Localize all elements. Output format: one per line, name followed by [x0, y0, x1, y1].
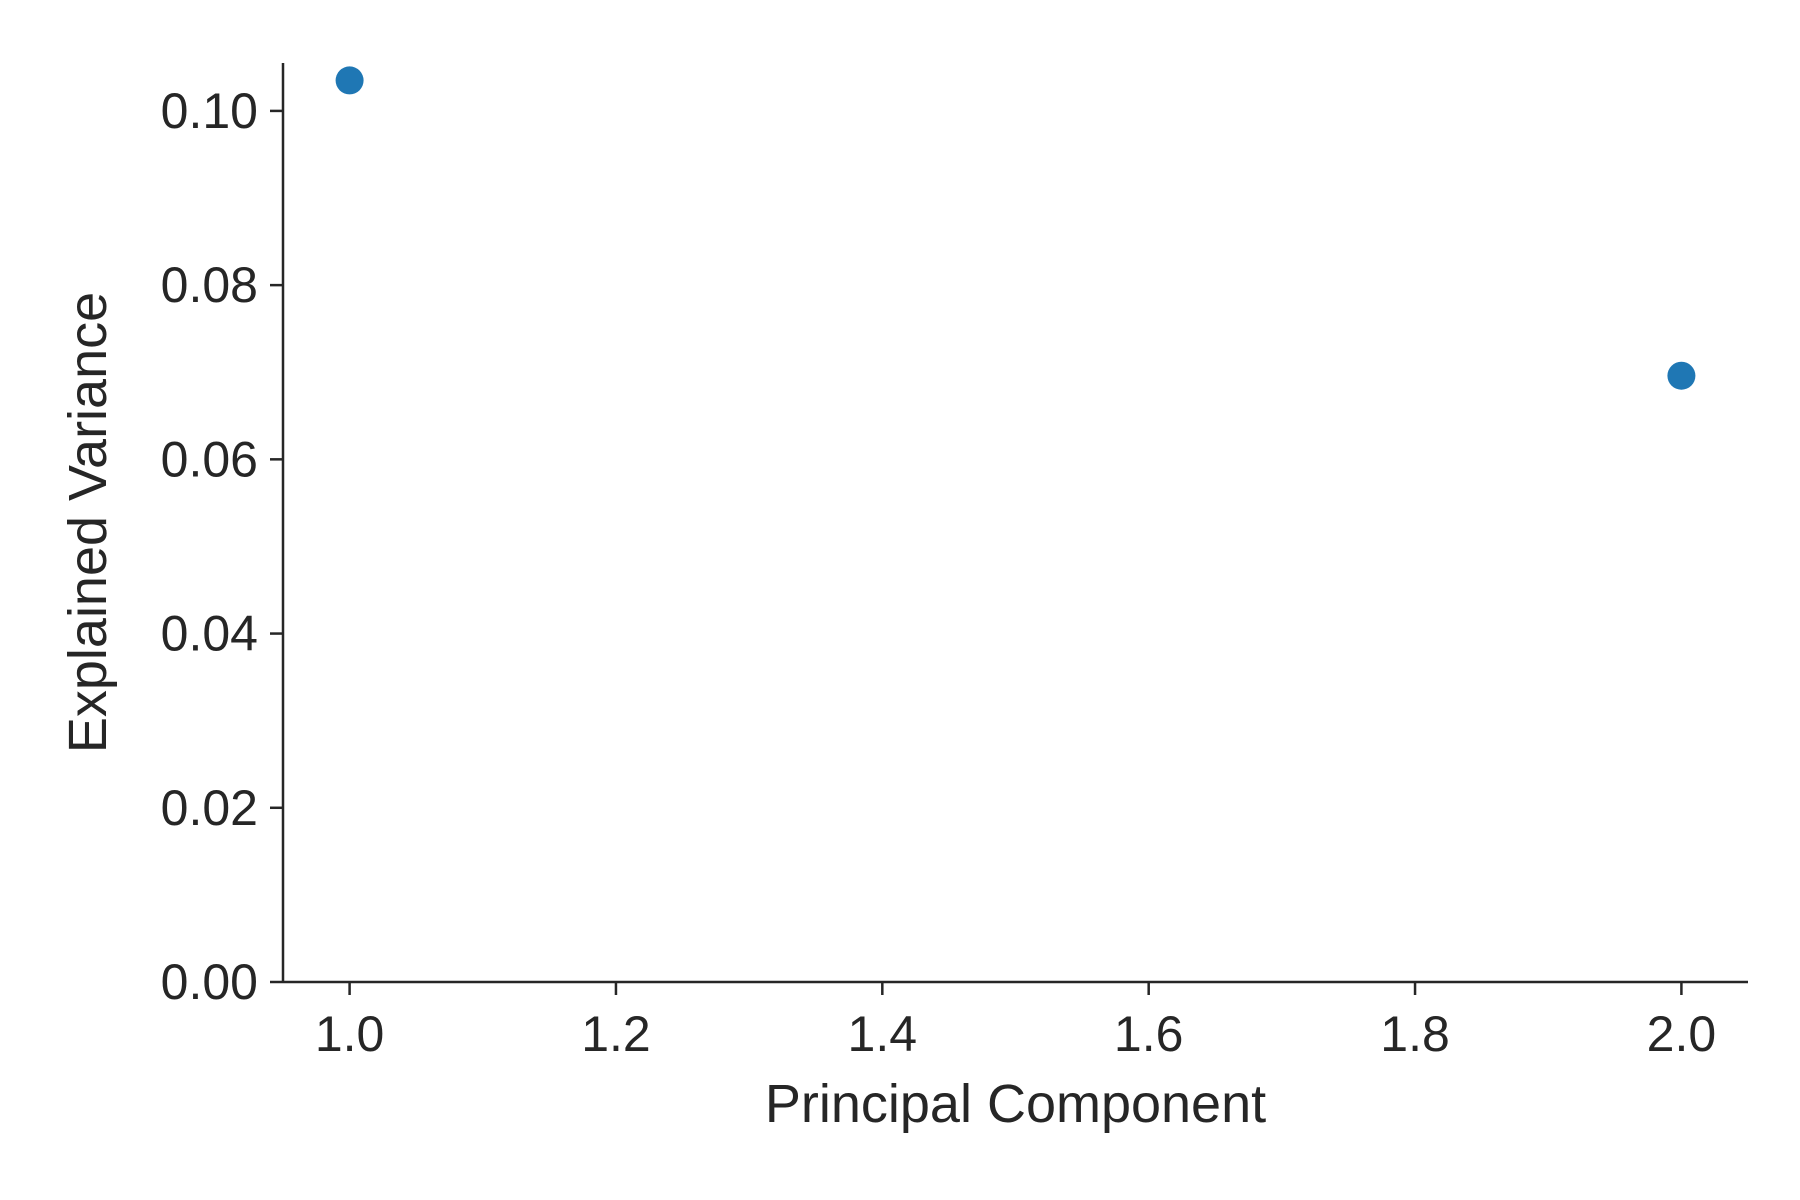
data-point	[1667, 361, 1696, 390]
x-tick-label: 2.0	[1647, 1006, 1717, 1062]
y-axis-label: Explained Variance	[58, 292, 118, 753]
x-tick-label: 1.2	[581, 1006, 651, 1062]
x-tick-label: 1.8	[1380, 1006, 1450, 1062]
x-tick-label: 1.0	[315, 1006, 385, 1062]
axes	[281, 63, 1748, 984]
y-tick-label: 0.00	[161, 954, 258, 1010]
x-axis-label: Principal Component	[765, 1074, 1266, 1134]
data-point	[335, 66, 364, 95]
data-points	[335, 66, 1696, 390]
y-ticks: 0.00 0.02 0.04 0.06 0.08 0.10	[161, 83, 283, 1010]
y-tick-label: 0.04	[161, 606, 258, 662]
y-tick-label: 0.08	[161, 257, 258, 313]
y-tick-label: 0.02	[161, 780, 258, 836]
x-tick-label: 1.4	[848, 1006, 918, 1062]
y-tick-label: 0.10	[161, 83, 258, 139]
y-tick-label: 0.06	[161, 431, 258, 487]
x-tick-label: 1.6	[1114, 1006, 1184, 1062]
x-ticks: 1.0 1.2 1.4 1.6 1.8 2.0	[315, 982, 1716, 1062]
